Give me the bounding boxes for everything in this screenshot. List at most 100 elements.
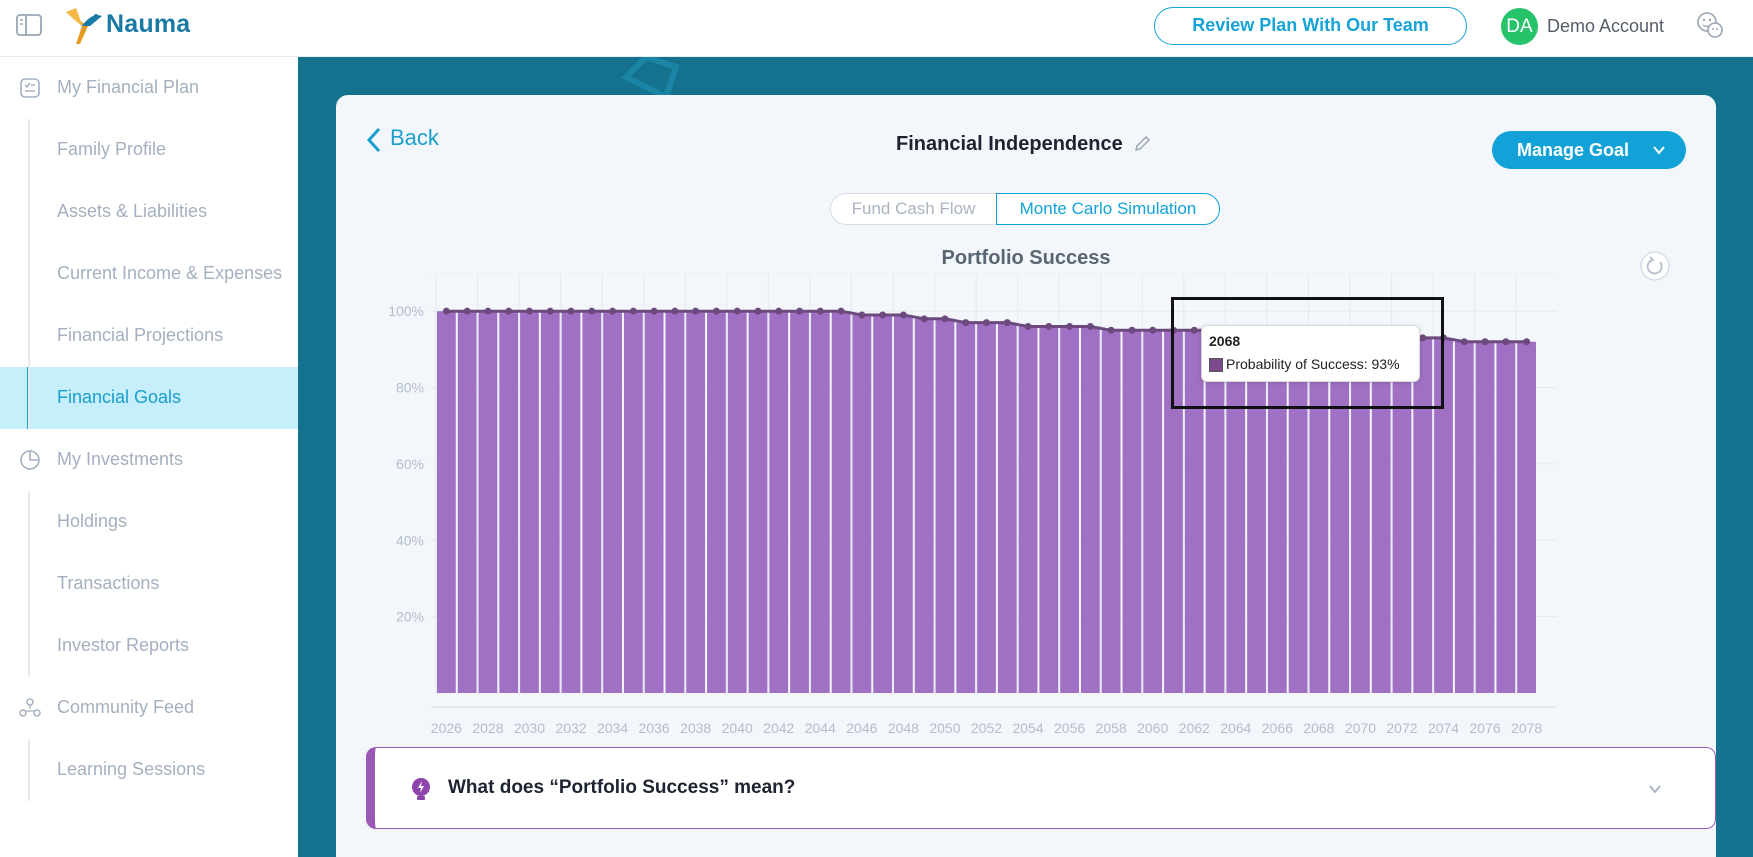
sidebar-item-assets-liabilities[interactable]: Assets & Liabilities bbox=[0, 181, 298, 243]
bar bbox=[1184, 330, 1204, 693]
data-point bbox=[1086, 322, 1094, 330]
data-point bbox=[733, 307, 741, 315]
chart-tooltip: 2068 Probability of Success: 93% bbox=[1201, 325, 1420, 382]
data-point bbox=[484, 307, 492, 315]
edit-pencil-icon[interactable] bbox=[1133, 135, 1151, 153]
faq-accordion[interactable]: What does “Portfolio Success” mean? bbox=[366, 747, 1716, 829]
sidebar-item-investor-reports[interactable]: Investor Reports bbox=[0, 615, 298, 677]
bar bbox=[1517, 341, 1536, 693]
bar bbox=[1392, 337, 1412, 693]
tab-fund-cash-flow[interactable]: Fund Cash Flow bbox=[830, 193, 996, 225]
avatar[interactable]: DA bbox=[1501, 8, 1538, 45]
bar bbox=[1267, 334, 1287, 693]
bar bbox=[686, 311, 706, 693]
x-tick-label: 2074 bbox=[1428, 720, 1459, 736]
data-point bbox=[1523, 338, 1531, 346]
bar bbox=[1351, 337, 1370, 693]
bar bbox=[1164, 330, 1183, 693]
sidebar-item-family-profile[interactable]: Family Profile bbox=[0, 119, 298, 181]
support-faces-icon[interactable] bbox=[1695, 10, 1725, 40]
review-plan-button[interactable]: Review Plan With Our Team bbox=[1154, 7, 1467, 45]
sidebar-toggle-icon[interactable] bbox=[16, 14, 42, 36]
x-tick-label: 2048 bbox=[888, 720, 919, 736]
data-point bbox=[1066, 322, 1074, 330]
sidebar-item-community-feed[interactable]: Community Feed bbox=[0, 677, 298, 739]
bar bbox=[727, 311, 747, 693]
sidebar-item-holdings[interactable]: Holdings bbox=[0, 491, 298, 553]
data-point bbox=[1419, 334, 1427, 342]
lightbulb-icon bbox=[412, 778, 430, 800]
account-name[interactable]: Demo Account bbox=[1547, 16, 1665, 36]
faq-question: What does “Portfolio Success” mean? bbox=[448, 777, 796, 798]
y-tick-label: 40% bbox=[396, 532, 424, 548]
data-point bbox=[879, 311, 887, 319]
data-point bbox=[962, 319, 970, 327]
tab-monte-carlo-simulation[interactable]: Monte Carlo Simulation bbox=[996, 193, 1220, 225]
chevron-left-icon bbox=[366, 127, 381, 153]
x-tick-label: 2046 bbox=[846, 720, 877, 736]
checklist-icon bbox=[20, 78, 40, 98]
data-point bbox=[1045, 322, 1053, 330]
brand-name[interactable]: Nauma bbox=[106, 10, 191, 38]
sidebar-group-line bbox=[28, 119, 30, 429]
data-point bbox=[1460, 338, 1468, 346]
bar bbox=[499, 311, 519, 693]
tooltip-swatch bbox=[1209, 358, 1223, 372]
data-point bbox=[629, 307, 637, 315]
bar bbox=[852, 315, 872, 693]
bar bbox=[1101, 330, 1121, 693]
x-tick-label: 2066 bbox=[1262, 720, 1293, 736]
bar bbox=[935, 318, 955, 693]
sidebar-item-current-income-expenses[interactable]: Current Income & Expenses bbox=[0, 243, 298, 305]
data-point bbox=[816, 307, 824, 315]
bar bbox=[1288, 334, 1308, 693]
bar bbox=[1060, 326, 1079, 693]
portfolio-success-chart: 20% 40% 60% 80% 100% 2026 2028 2030 2032 2034 2036… bbox=[388, 273, 1557, 736]
x-tick-label: 2032 bbox=[555, 720, 586, 736]
x-tick-label: 2072 bbox=[1386, 720, 1417, 736]
sidebar-item-financial-goals[interactable]: Financial Goals bbox=[0, 367, 298, 429]
bar bbox=[707, 311, 726, 693]
sidebar-item-transactions[interactable]: Transactions bbox=[0, 553, 298, 615]
y-tick-label: 80% bbox=[396, 380, 424, 396]
data-point bbox=[442, 307, 450, 315]
x-tick-label: 2068 bbox=[1303, 720, 1334, 736]
background-decoration bbox=[620, 57, 680, 97]
bar bbox=[582, 311, 602, 693]
bar bbox=[894, 315, 913, 693]
bar bbox=[437, 311, 456, 693]
focus-highlight-box bbox=[1171, 297, 1444, 409]
chevron-down-icon bbox=[1653, 146, 1665, 155]
bar bbox=[665, 311, 685, 693]
sidebar-item-my-investments[interactable]: My Investments bbox=[0, 429, 298, 491]
manage-goal-button[interactable]: Manage Goal bbox=[1492, 131, 1686, 169]
x-tick-label: 2044 bbox=[805, 720, 836, 736]
bar bbox=[1413, 337, 1433, 693]
x-tick-label: 2034 bbox=[597, 720, 628, 736]
back-label: Back bbox=[390, 125, 439, 150]
sidebar-item-learning-sessions[interactable]: Learning Sessions bbox=[0, 739, 298, 801]
sidebar-item-my-financial-plan[interactable]: My Financial Plan bbox=[0, 57, 298, 119]
data-point bbox=[650, 307, 658, 315]
data-point bbox=[941, 315, 949, 323]
top-bar: Nauma Review Plan With Our Team DA Demo … bbox=[0, 0, 1753, 57]
x-tick-label: 2050 bbox=[929, 720, 960, 736]
bar bbox=[1122, 330, 1142, 693]
data-point bbox=[920, 315, 928, 323]
data-point bbox=[1024, 322, 1032, 330]
bar bbox=[1371, 337, 1391, 693]
x-tick-label: 2078 bbox=[1511, 720, 1542, 736]
x-tick-label: 2054 bbox=[1012, 720, 1043, 736]
reset-zoom-icon[interactable] bbox=[1639, 250, 1671, 282]
bar bbox=[1496, 341, 1516, 693]
sidebar-item-financial-projections[interactable]: Financial Projections bbox=[0, 305, 298, 367]
data-point bbox=[1190, 326, 1198, 334]
x-tick-label: 2038 bbox=[680, 720, 711, 736]
x-tick-label: 2056 bbox=[1054, 720, 1085, 736]
tooltip-year: 2068 bbox=[1209, 333, 1241, 349]
data-point bbox=[796, 307, 804, 315]
data-point bbox=[525, 307, 533, 315]
main-content: Back Financial Independence Manage Goal … bbox=[298, 57, 1753, 857]
bar bbox=[1039, 326, 1059, 693]
data-point bbox=[1481, 338, 1489, 346]
